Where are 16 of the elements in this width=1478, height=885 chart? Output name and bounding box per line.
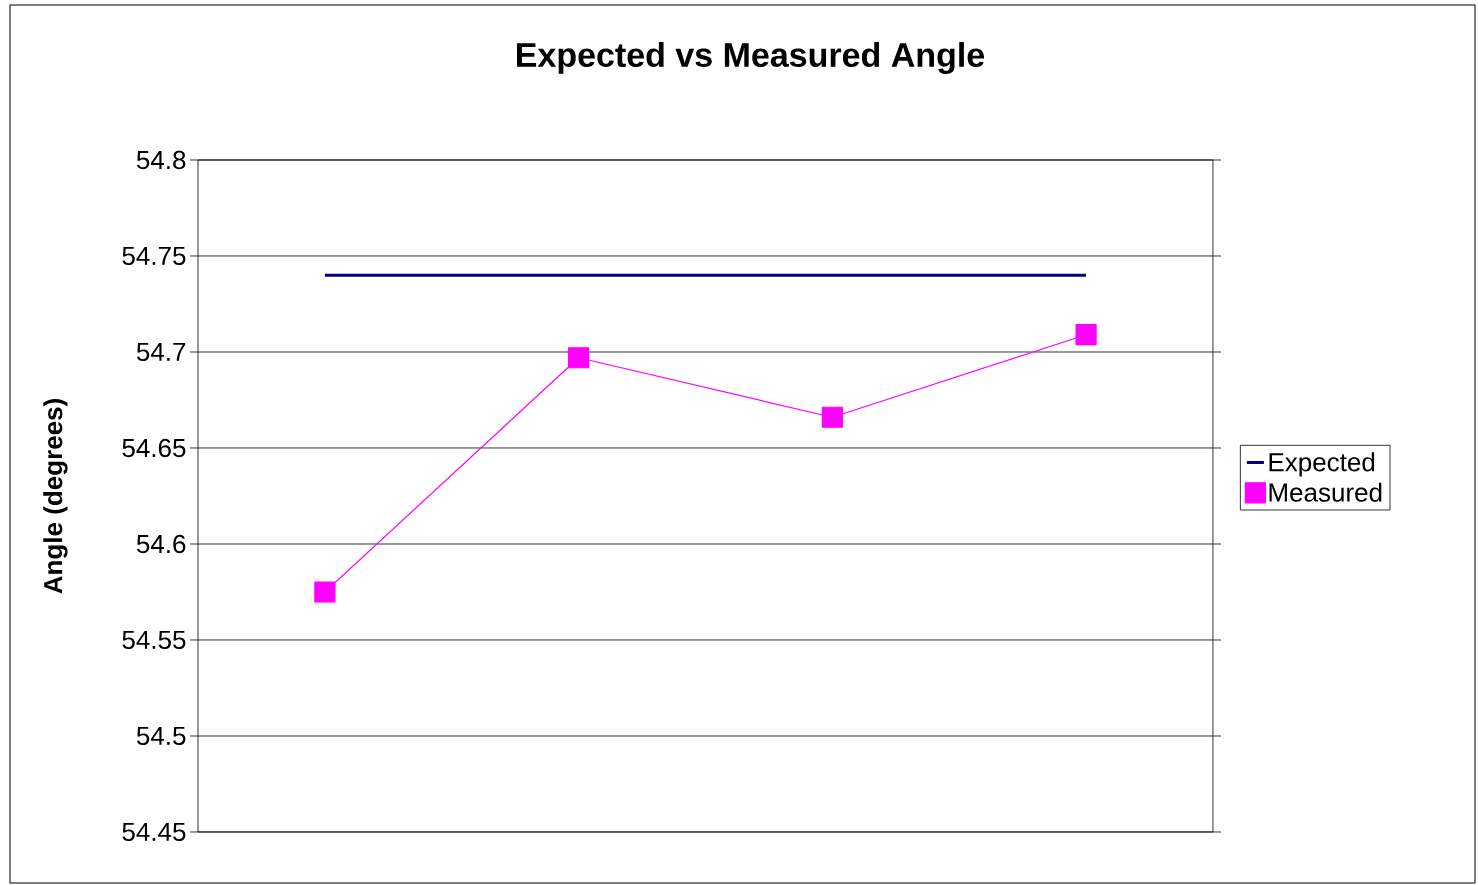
point [821,406,843,428]
legend-label: Measured [1269,482,1382,502]
legend-label: Expected [1269,452,1375,477]
y-tick-label: 54.55 [122,630,186,650]
y-tick-label: 54.7 [136,342,186,362]
point [314,581,336,603]
y-axis-title: Angle (degrees) [43,399,68,594]
y-tick-label: 54.65 [122,438,186,458]
y-tick-label: 54.75 [122,246,186,266]
chart-title: Expected vs Measured Angle [517,42,985,74]
point [1075,324,1097,346]
y-tick-label: 54.6 [136,534,186,554]
point [568,347,590,369]
y-tick-label: 54.45 [122,822,186,842]
y-tick-label: 54.8 [136,150,186,170]
y-tick-label: 54.5 [136,726,186,746]
